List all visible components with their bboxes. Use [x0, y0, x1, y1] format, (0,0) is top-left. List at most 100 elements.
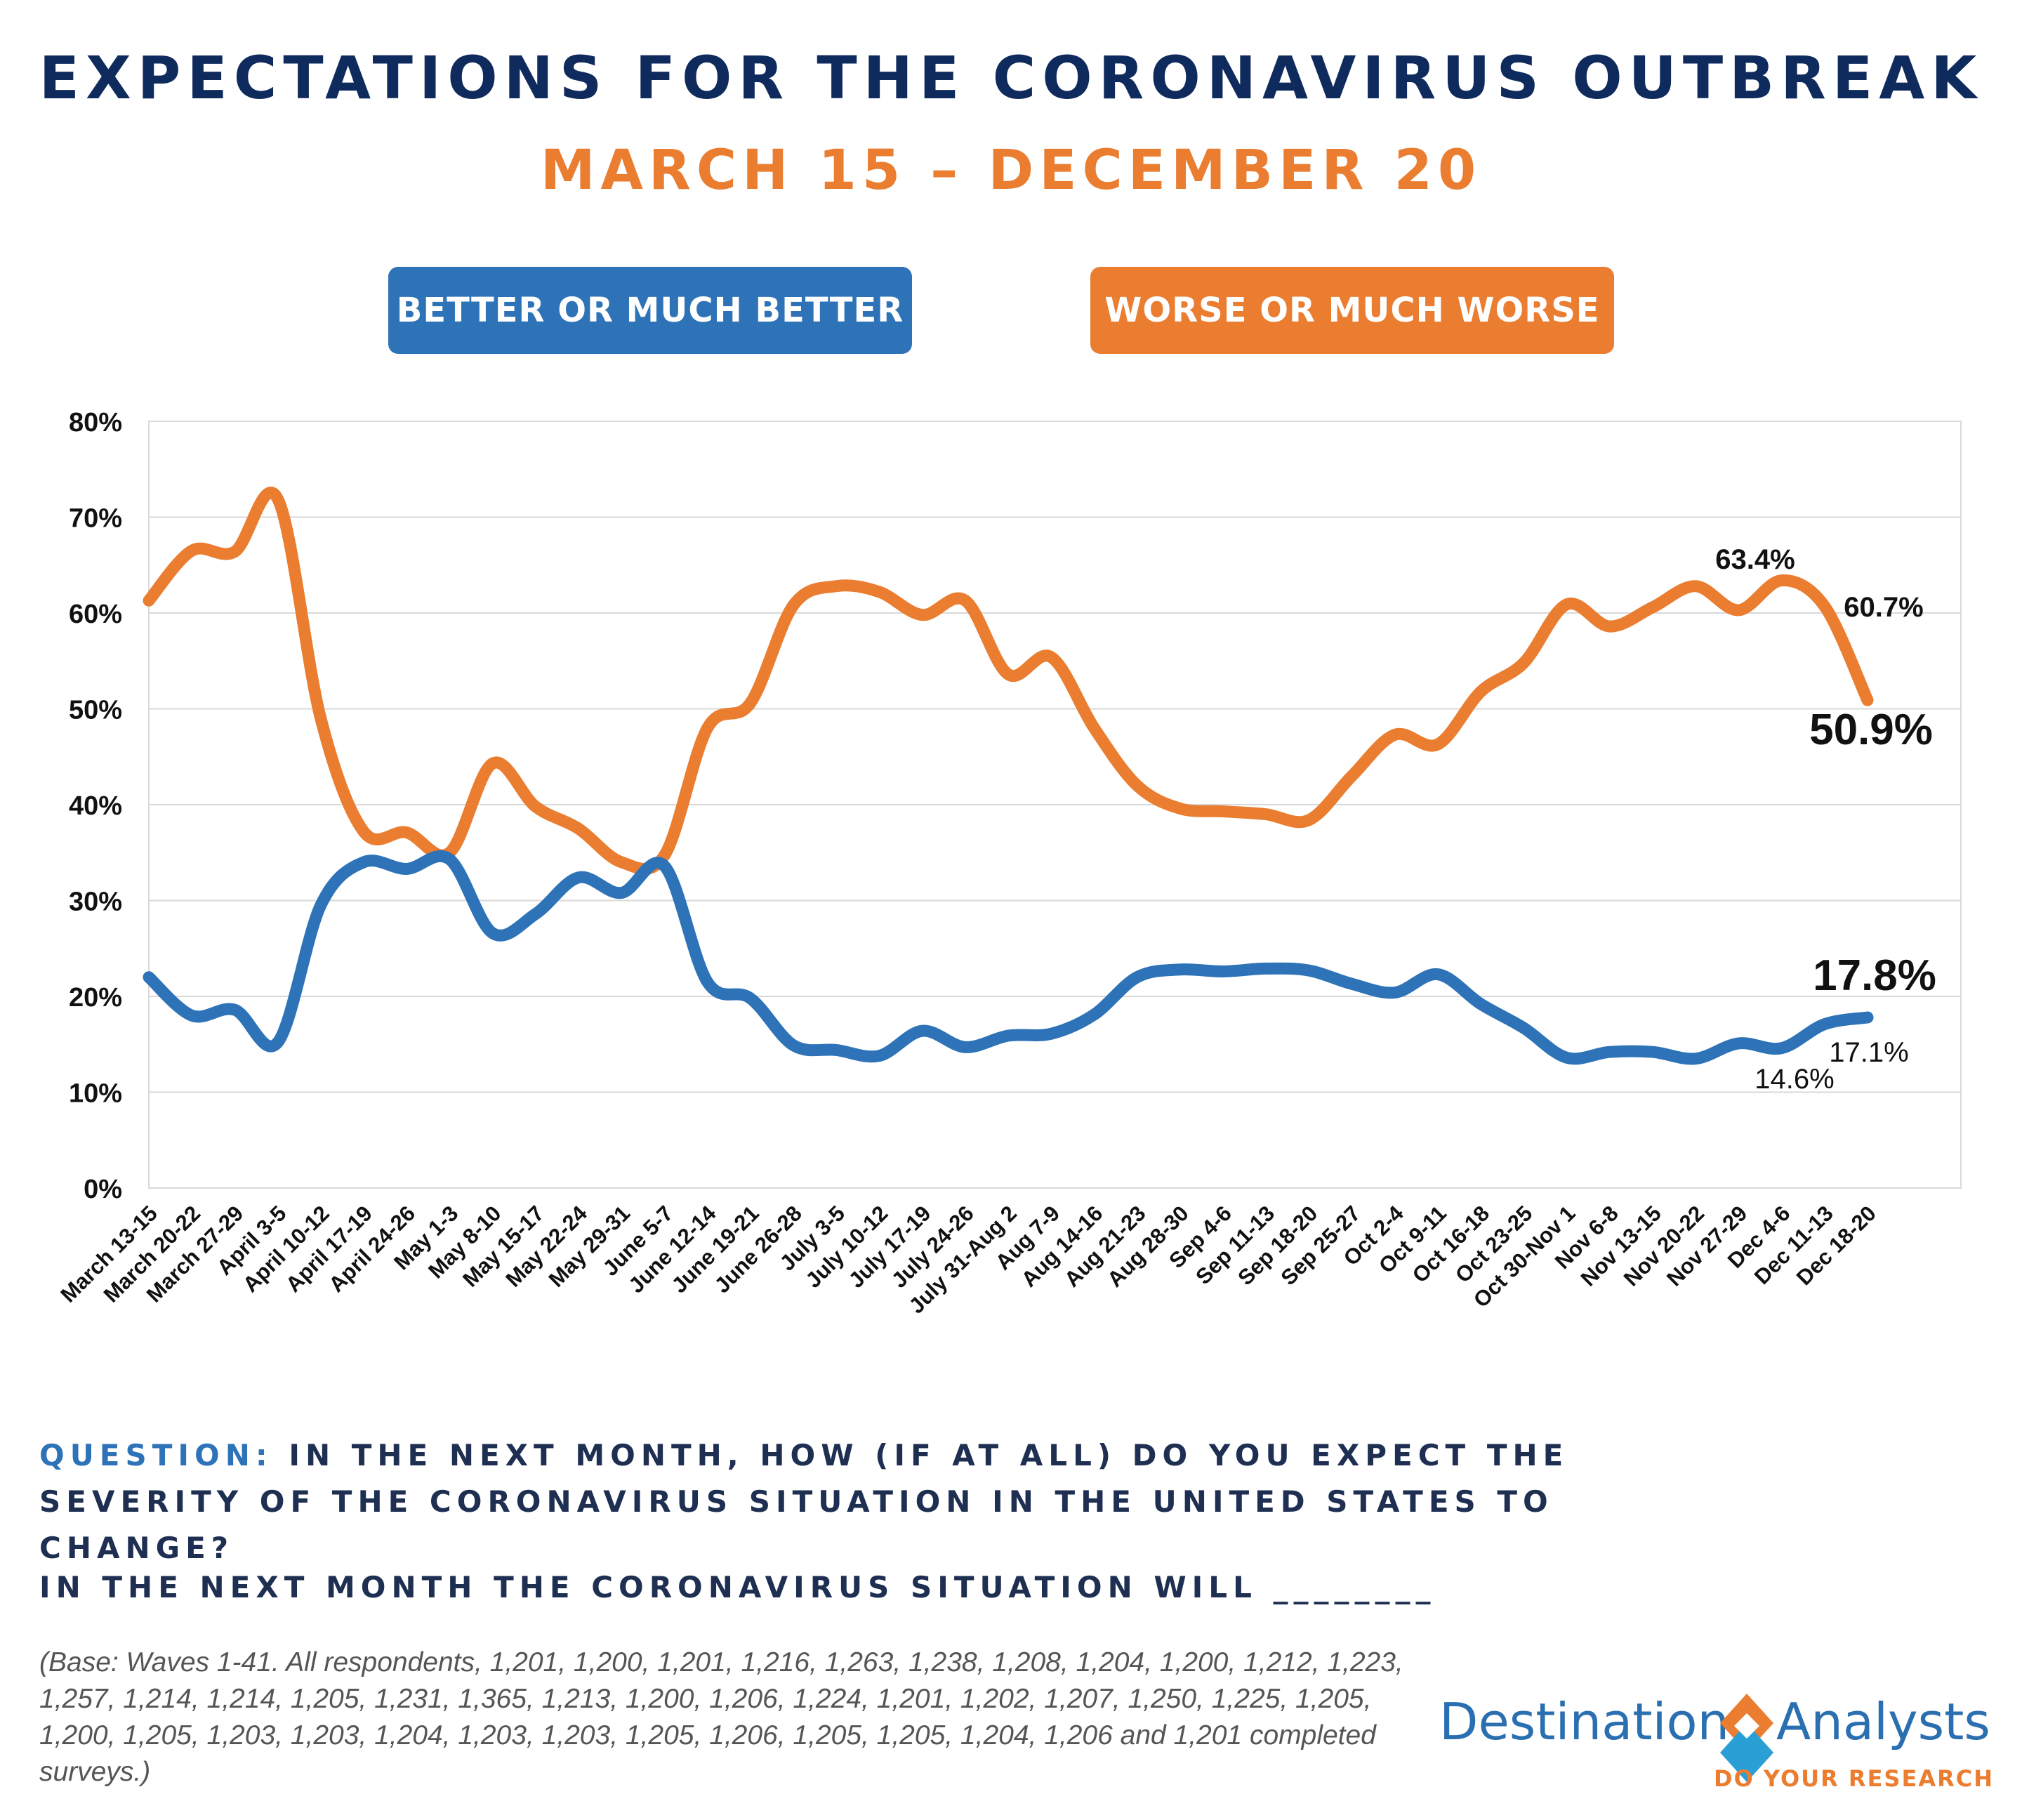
data-point-worse	[1222, 811, 1224, 812]
data-point-better	[320, 904, 322, 906]
data-point-worse	[1007, 673, 1009, 675]
data-point-worse	[1738, 609, 1739, 611]
data-point-worse	[1394, 734, 1396, 735]
y-tick-label: 20%	[69, 983, 122, 1013]
y-tick-label: 80%	[69, 408, 122, 437]
data-point-worse	[663, 855, 665, 856]
destination-analysts-logo: Destination Analysts DO YOUR RESEARCH	[1439, 1692, 1994, 1798]
data-point-worse	[1566, 604, 1568, 605]
data-point-better	[750, 998, 751, 999]
data-point-better	[1265, 968, 1267, 969]
data-point-better	[1824, 1024, 1825, 1025]
data-point-better	[406, 868, 407, 869]
data-point-worse	[1695, 586, 1696, 587]
data-point-better	[1609, 1051, 1611, 1053]
data-point-better	[277, 1042, 279, 1043]
data-point-worse	[1781, 580, 1783, 581]
data-point-better	[1007, 1035, 1009, 1036]
annotation-better-prev: 17.1%	[1829, 1037, 1908, 1068]
legend-better-button[interactable]: BETTER OR MUCH BETTER	[388, 267, 912, 354]
y-tick-label: 60%	[69, 600, 122, 629]
data-point-worse	[1137, 785, 1138, 786]
legend-worse-label: WORSE OR MUCH WORSE	[1104, 291, 1600, 330]
data-point-better	[1738, 1043, 1739, 1044]
data-point-worse	[965, 600, 966, 601]
data-point-worse	[1180, 807, 1181, 809]
data-point-better	[1180, 969, 1181, 970]
annotation-better-last: 17.8%	[1813, 951, 1936, 1000]
question-label: QUESTION:	[39, 1438, 273, 1472]
data-point-better	[1781, 1048, 1783, 1049]
chart-title: EXPECTATIONS FOR THE CORONAVIRUS OUTBREA…	[39, 44, 1983, 112]
data-point-better	[191, 1015, 192, 1016]
data-point-worse	[878, 591, 880, 593]
data-point-better	[621, 892, 622, 894]
data-point-worse	[1093, 727, 1095, 729]
data-point-better	[878, 1055, 880, 1057]
data-point-worse	[406, 832, 407, 833]
data-point-worse	[1308, 819, 1309, 821]
data-point-better	[1222, 971, 1224, 972]
data-point-better	[449, 859, 450, 860]
data-point-better	[1652, 1051, 1653, 1053]
data-point-better	[1050, 1033, 1052, 1034]
data-point-better	[234, 1009, 235, 1010]
data-point-worse	[1652, 607, 1653, 608]
data-point-better	[835, 1049, 837, 1050]
data-point-better	[1437, 974, 1439, 975]
line-chart: 0%10%20%30%40%50%60%70%80% March 13-15Ma…	[55, 408, 1962, 1318]
annotation-better-low: 14.6%	[1755, 1064, 1834, 1095]
logo-diamond-icon	[1720, 1694, 1773, 1782]
data-point-better	[707, 982, 708, 983]
data-point-worse	[1867, 699, 1868, 701]
question-text: QUESTION: IN THE NEXT MONTH, HOW (IF AT …	[39, 1432, 1724, 1571]
data-point-worse	[1265, 814, 1267, 815]
logo-tagline: DO YOUR RESEARCH	[1714, 1765, 1994, 1792]
data-point-better	[363, 862, 364, 863]
data-point-better	[922, 1030, 923, 1031]
data-point-worse	[835, 586, 837, 587]
data-point-better	[1566, 1057, 1568, 1058]
question-blank-line: IN THE NEXT MONTH THE CORONAVIRUS SITUAT…	[39, 1570, 1436, 1604]
data-point-worse	[793, 605, 794, 606]
data-point-worse	[707, 727, 708, 729]
chart-subtitle: MARCH 15 – DECEMBER 20	[540, 139, 1482, 202]
data-point-worse	[535, 806, 536, 807]
data-point-worse	[320, 718, 322, 719]
legend-worse-button[interactable]: WORSE OR MUCH WORSE	[1090, 267, 1614, 354]
data-point-worse	[1824, 605, 1825, 607]
data-point-worse	[191, 550, 192, 551]
base-note: (Base: Waves 1-41. All respondents, 1,20…	[39, 1647, 1403, 1787]
data-point-better	[535, 914, 536, 915]
logo-text-left: Destination	[1439, 1692, 1730, 1751]
data-point-worse	[148, 600, 150, 601]
data-point-better	[492, 932, 494, 934]
data-point-better	[1308, 970, 1309, 971]
series-line-worse	[143, 487, 1874, 875]
data-point-better	[1695, 1058, 1696, 1060]
data-point-better	[1352, 983, 1353, 984]
data-point-worse	[1050, 657, 1052, 658]
data-point-worse	[1352, 775, 1353, 777]
y-tick-label: 40%	[69, 791, 122, 821]
data-point-worse	[750, 702, 751, 704]
data-point-better	[1523, 1027, 1524, 1029]
data-point-better	[1137, 977, 1138, 978]
data-point-better	[1394, 992, 1396, 994]
annotation-worse-peak: 63.4%	[1715, 544, 1795, 575]
data-point-better	[1867, 1017, 1868, 1018]
data-point-better	[148, 977, 150, 978]
logo-text-right: Analysts	[1776, 1692, 1990, 1751]
data-point-worse	[234, 551, 235, 553]
question-body: IN THE NEXT MONTH, HOW (IF AT ALL) DO YO…	[39, 1438, 1569, 1565]
data-point-better	[965, 1046, 966, 1048]
y-tick-label: 50%	[69, 696, 122, 725]
data-point-better	[578, 877, 579, 878]
annotation-worse-last: 50.9%	[1809, 706, 1933, 754]
data-point-worse	[1609, 626, 1611, 627]
annotation-worse-prev: 60.7%	[1844, 592, 1923, 623]
data-point-worse	[363, 831, 364, 832]
data-point-worse	[1437, 744, 1439, 745]
data-point-better	[1480, 1003, 1481, 1005]
y-tick-label: 70%	[69, 504, 122, 534]
